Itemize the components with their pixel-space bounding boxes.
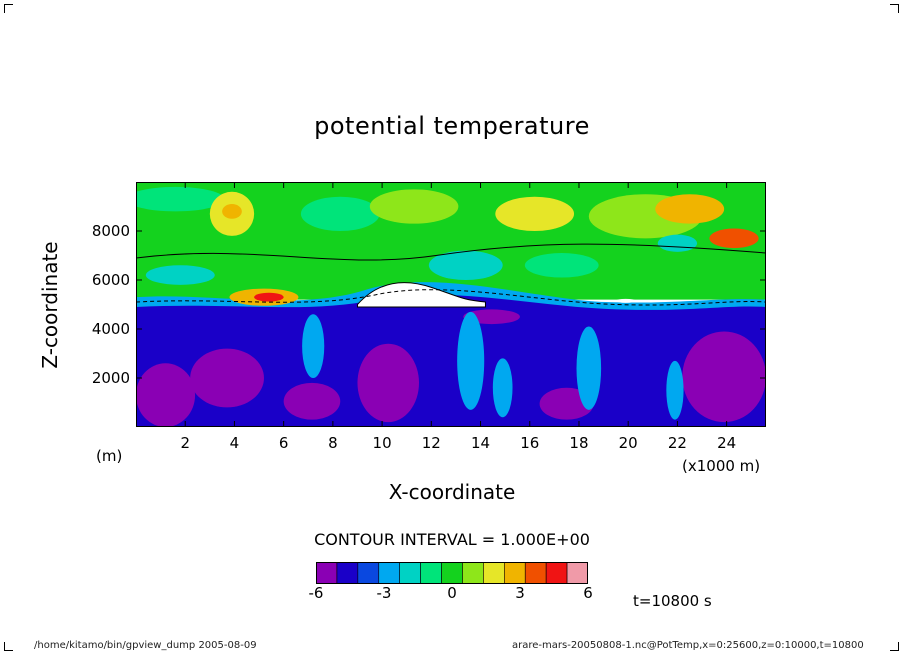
y-unit-label: (m)	[96, 447, 123, 465]
crop-mark-top-right	[890, 4, 899, 13]
colorbar-swatch	[399, 562, 421, 584]
colorbar-swatch	[545, 562, 568, 584]
field-feature	[254, 292, 284, 302]
x-tick-label: 10	[372, 434, 392, 452]
time-label: t=10800 s	[633, 592, 712, 610]
colorbar-swatch	[524, 562, 547, 584]
crop-mark-top-left	[4, 4, 13, 13]
field-feature	[369, 189, 459, 224]
x-axis-label: X-coordinate	[388, 480, 516, 504]
colorbar-swatch	[462, 562, 484, 584]
colorbar-swatch	[441, 562, 463, 584]
colorbar-swatch	[357, 562, 380, 584]
x-tick-label: 14	[470, 434, 491, 452]
x-tick-label: 20	[618, 434, 638, 452]
terrain-mask	[356, 282, 486, 308]
x-tick-label: 2	[180, 434, 190, 452]
field-pocket	[190, 348, 264, 408]
y-axis-label: Z-coordinate	[38, 241, 62, 369]
field-pocket	[682, 331, 766, 423]
field-pocket	[357, 343, 420, 423]
field-feature	[428, 250, 503, 280]
plot-area	[136, 182, 766, 427]
field-feature	[145, 265, 215, 285]
x-tick-label: 24	[717, 434, 737, 452]
field-pocket	[283, 382, 341, 420]
colorbar-tick-label: 0	[447, 584, 457, 602]
contour-line	[136, 289, 766, 306]
colorbar	[316, 562, 588, 584]
y-tick-label: 2000	[91, 369, 130, 387]
x-tick-label: 4	[229, 434, 240, 452]
x-tick-label: 16	[520, 434, 540, 452]
field-feature	[136, 186, 225, 212]
x-tick-label: 22	[667, 434, 687, 452]
footer-right: arare-mars-20050808-1.nc@PotTemp,x=0:256…	[512, 640, 864, 651]
field-feature	[524, 253, 599, 278]
field-feature	[657, 234, 698, 252]
field-plume	[302, 314, 325, 378]
field-pocket	[136, 363, 196, 427]
x-tick-label: 6	[278, 434, 289, 452]
contour-interval-label: CONTOUR INTERVAL = 1.000E+00	[314, 530, 590, 549]
y-tick-label: 4000	[91, 320, 130, 338]
plot-frame	[136, 182, 766, 427]
footer-left: /home/kitamo/bin/gpview_dump 2005-08-09	[34, 640, 257, 651]
x-tick-label: 8	[328, 434, 338, 452]
colorbar-swatch	[504, 562, 526, 584]
field-feature	[222, 204, 242, 219]
colorbar-tick-label: 3	[515, 584, 525, 602]
field-feature	[655, 194, 725, 224]
x-tick-label: 12	[421, 434, 441, 452]
contour-line	[136, 243, 766, 261]
colorbar-frame	[316, 562, 588, 584]
field-plume	[666, 360, 684, 420]
x-tick-label: 18	[569, 434, 589, 452]
colorbar-tick-label: -3	[376, 584, 392, 602]
field-plume	[457, 311, 485, 410]
crop-mark-bottom-right	[890, 642, 899, 651]
colorbar-swatch	[316, 562, 338, 584]
colorbar-tick-label: -6	[308, 584, 324, 602]
field-feature	[709, 228, 759, 249]
y-tick-label: 8000	[91, 222, 130, 240]
field-plume	[492, 358, 513, 418]
field-feature	[300, 196, 380, 231]
y-tick-label: 6000	[91, 271, 130, 289]
crop-mark-bottom-left	[4, 642, 13, 651]
chart-title: potential temperature	[314, 112, 590, 140]
colorbar-swatch	[566, 562, 588, 584]
x-unit-label: (x1000 m)	[682, 457, 761, 475]
colorbar-swatch	[336, 562, 359, 584]
terrain-mask-small	[615, 298, 636, 303]
colorbar-tick-label: 6	[583, 584, 593, 602]
field-plume	[576, 326, 602, 410]
colorbar-swatch	[378, 562, 400, 584]
colorbar-swatch	[483, 562, 505, 584]
colorbar-swatch	[420, 562, 442, 584]
field-feature	[495, 196, 575, 231]
